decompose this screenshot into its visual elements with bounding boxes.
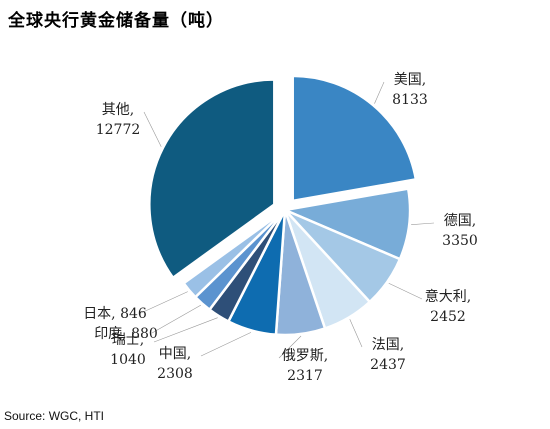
leader-line-10 — [143, 111, 162, 147]
leader-line-1 — [374, 81, 385, 104]
slice-label-value-6: 2308 — [157, 366, 193, 382]
slice-labels: 美国, 8133 德国, 3350 意大利, 2452 法国, 2437 俄罗斯, 2317 中国,… — [83, 72, 478, 384]
slice-label-name-3: 意大利, — [425, 288, 471, 305]
leader-line-5 — [278, 335, 302, 359]
slice-label-value-10: 12772 — [96, 122, 141, 138]
slice-label-9: 日本, 846 — [83, 306, 147, 322]
slice-label-name-4: 法国, — [372, 337, 404, 353]
leader-line-2 — [411, 222, 435, 225]
pie-slice-9 — [181, 208, 286, 299]
slice-label-name-10: 其他, — [102, 102, 134, 118]
slice-label-value-2: 3350 — [442, 233, 478, 249]
pie-slices — [148, 74, 418, 337]
slice-label-name-6: 中国, — [159, 346, 191, 362]
slice-label-name-2: 德国, — [444, 213, 476, 229]
leader-line-7 — [153, 317, 218, 343]
leader-line-6 — [200, 332, 252, 357]
leader-line-4 — [349, 319, 363, 348]
slice-label-name-5: 俄罗斯, — [282, 348, 328, 364]
slice-label-name-1: 美国, — [394, 72, 426, 88]
leader-line-3 — [388, 282, 423, 300]
chart-title: 全球央行黄金储备量（吨） — [8, 11, 224, 31]
leader-lines — [140, 81, 435, 359]
slice-label-value-3: 2452 — [430, 309, 466, 325]
slice-label-8: 印度, 880 — [94, 326, 158, 342]
slice-label-value-4: 2437 — [370, 357, 406, 373]
slice-label-value-5: 2317 — [287, 368, 323, 384]
slice-label-value-7: 1040 — [110, 352, 146, 368]
slice-label-value-1: 8133 — [392, 92, 428, 108]
slice-label-name-7: 瑞士, — [112, 332, 144, 348]
source-note: Source: WGC, HTI — [4, 409, 105, 423]
pie-slice-1 — [291, 74, 418, 203]
leader-line-9 — [140, 291, 188, 314]
pie-slice-10 — [148, 78, 276, 280]
leader-line-8 — [151, 304, 202, 334]
